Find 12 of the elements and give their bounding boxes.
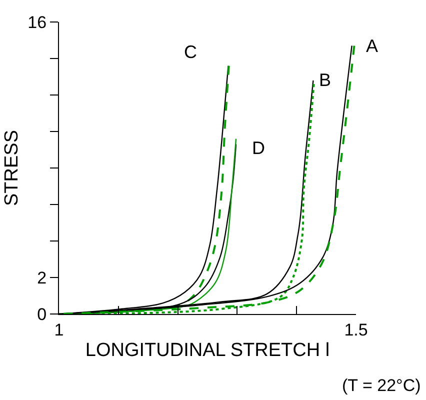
y-tick-label: 0 bbox=[37, 304, 47, 324]
series-label: B bbox=[319, 70, 332, 90]
x-tick-label: 1 bbox=[54, 320, 64, 340]
series-label: D bbox=[252, 138, 265, 158]
y-tick-label: 16 bbox=[28, 12, 47, 32]
series-label: A bbox=[366, 36, 378, 56]
y-tick-label: 2 bbox=[37, 268, 47, 288]
x-tick-label: 1.5 bbox=[344, 320, 368, 340]
text: (T = 22°C) bbox=[342, 376, 421, 395]
series-label: C bbox=[184, 42, 197, 62]
x-axis-title: LONGITUDINAL STRETCH l bbox=[85, 340, 330, 362]
y-axis-title: STRESS bbox=[2, 130, 23, 206]
